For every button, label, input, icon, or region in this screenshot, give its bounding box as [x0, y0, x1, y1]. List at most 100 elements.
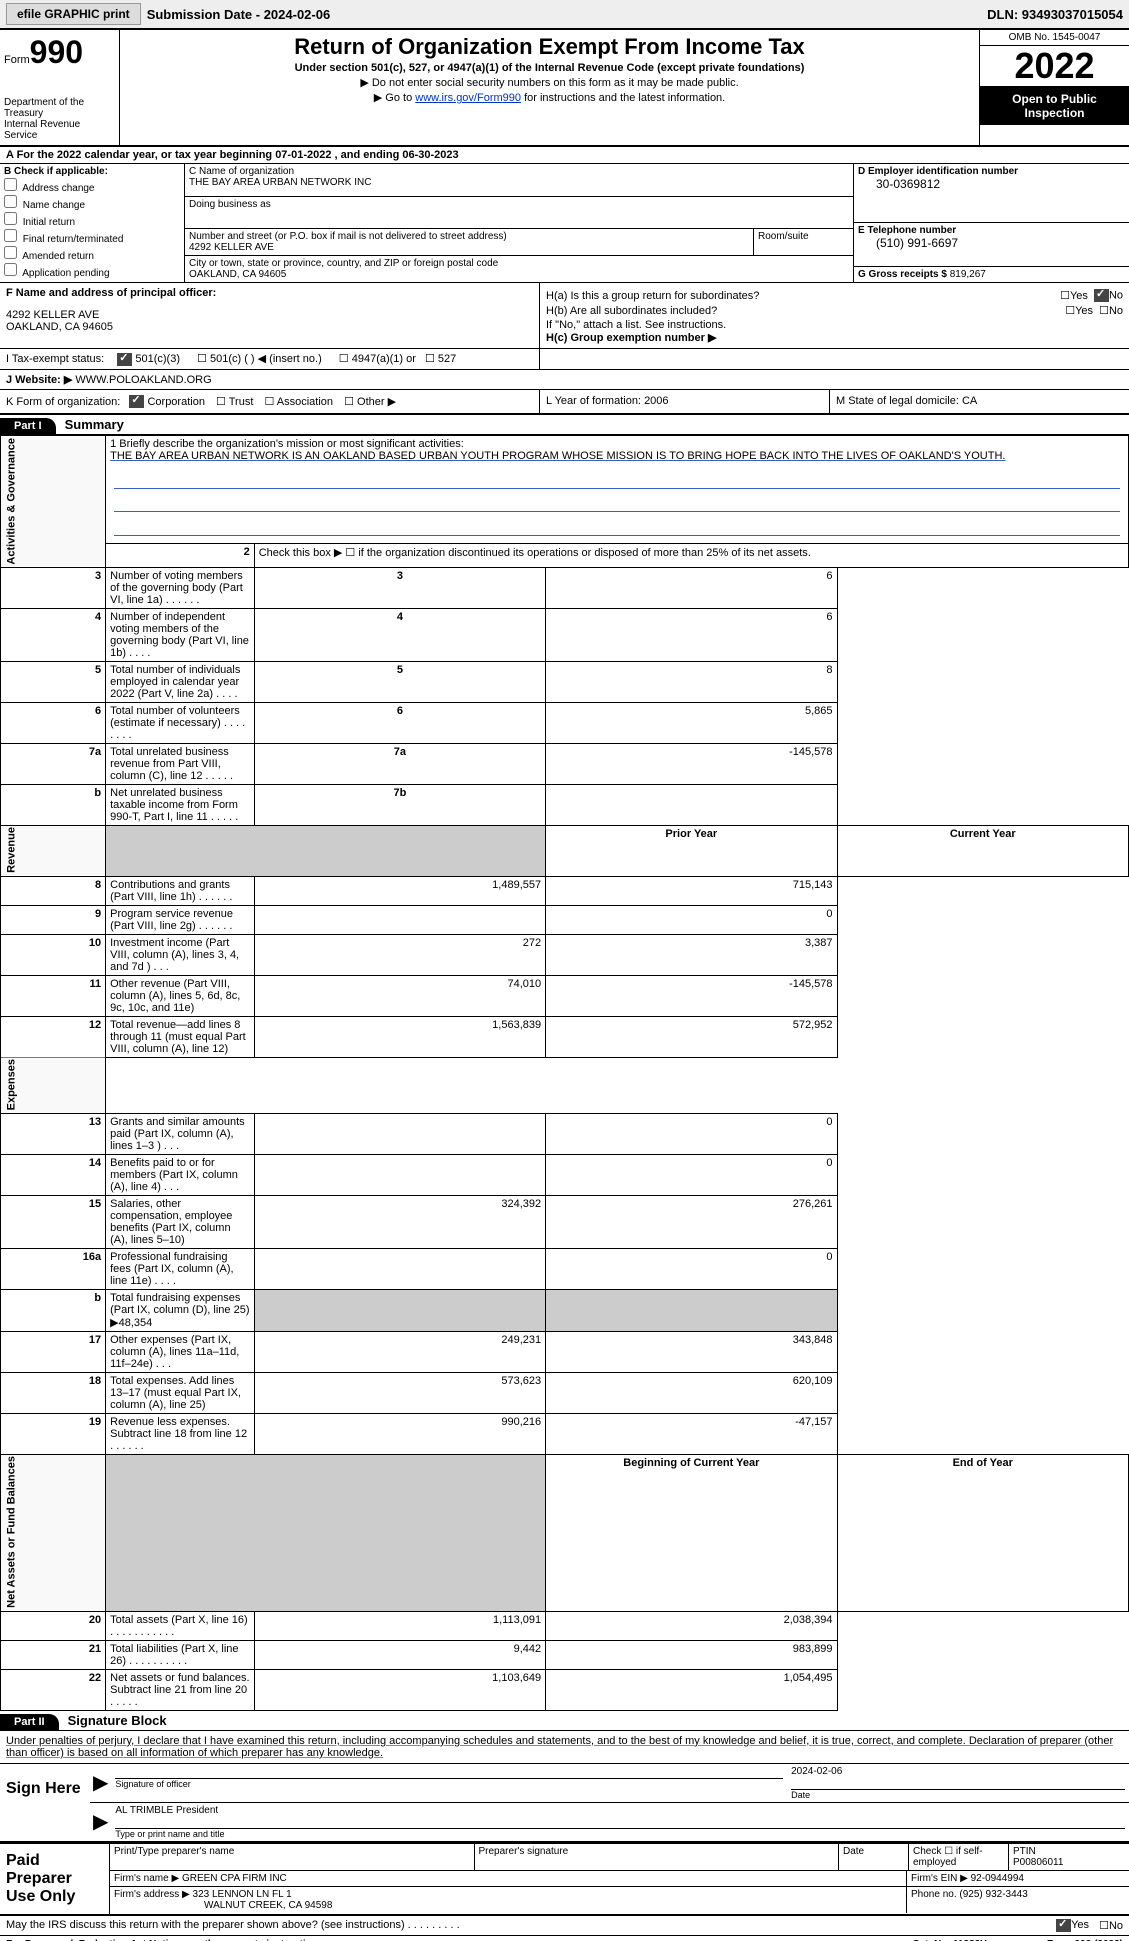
current-value: 1,054,495 — [546, 1669, 837, 1710]
dba-label: Doing business as — [189, 199, 849, 210]
omb-number: OMB No. 1545-0047 — [980, 30, 1129, 46]
firm-addr2: WALNUT CREEK, CA 94598 — [204, 1900, 332, 1911]
dln: DLN: 93493037015054 — [987, 7, 1123, 22]
current-value: 343,848 — [546, 1331, 837, 1372]
form-word: Form — [4, 54, 30, 66]
prior-value — [254, 1113, 545, 1154]
line-num: 14 — [1, 1154, 106, 1195]
line-desc: Contributions and grants (Part VIII, lin… — [106, 876, 255, 905]
j-label: J Website: ▶ — [6, 374, 72, 386]
line-num: 17 — [1, 1331, 106, 1372]
row-f-h: F Name and address of principal officer:… — [0, 283, 1129, 349]
line-box: 4 — [254, 608, 545, 661]
line-desc: Grants and similar amounts paid (Part IX… — [106, 1113, 255, 1154]
vside-rev: Revenue — [1, 825, 106, 876]
boxb-option[interactable]: Application pending — [4, 263, 180, 279]
line-desc: Other expenses (Part IX, column (A), lin… — [106, 1331, 255, 1372]
tax-year: 2022 — [980, 46, 1129, 87]
officer-name: AL TRIMBLE President — [115, 1805, 1125, 1816]
arrow-icon: ▶ — [90, 1803, 111, 1841]
line-desc: Total revenue—add lines 8 through 11 (mu… — [106, 1016, 255, 1057]
line-num: b — [1, 784, 106, 825]
firm-tel-label: Phone no. — [911, 1889, 957, 1900]
hb-label: H(b) Are all subordinates included? — [546, 305, 1059, 317]
firm-name: GREEN CPA FIRM INC — [182, 1873, 287, 1884]
sign-here-label: Sign Here — [0, 1764, 90, 1841]
line-num: 9 — [1, 905, 106, 934]
current-value: 572,952 — [546, 1016, 837, 1057]
boxb-option[interactable]: Initial return — [4, 212, 180, 228]
line-num: 7a — [1, 743, 106, 784]
ha-yes: Yes — [1070, 290, 1088, 302]
line-num: 2 — [106, 544, 255, 567]
may-discuss-text: May the IRS discuss this return with the… — [6, 1919, 1056, 1932]
line-desc: Program service revenue (Part VIII, line… — [106, 905, 255, 934]
mission-line — [114, 475, 1120, 489]
boxb-option[interactable]: Name change — [4, 195, 180, 211]
k-corp: Corporation — [147, 396, 204, 408]
prior-value — [254, 1289, 545, 1331]
form-title: Return of Organization Exempt From Incom… — [124, 34, 975, 60]
room-label: Room/suite — [754, 229, 854, 256]
line-num: 18 — [1, 1372, 106, 1413]
line-num: 12 — [1, 1016, 106, 1057]
k-assoc: Association — [277, 396, 333, 408]
part2-header: Part II — [0, 1714, 59, 1730]
m-value: CA — [962, 395, 977, 407]
line-desc: Number of voting members of the governin… — [106, 567, 255, 608]
boxb-option[interactable]: Amended return — [4, 246, 180, 262]
line-box: 6 — [254, 702, 545, 743]
current-value: -47,157 — [546, 1413, 837, 1454]
line-desc: Total number of individuals employed in … — [106, 661, 255, 702]
boxb-option[interactable]: Final return/terminated — [4, 229, 180, 245]
line-desc: Professional fundraising fees (Part IX, … — [106, 1248, 255, 1289]
irs-link[interactable]: www.irs.gov/Form990 — [415, 92, 521, 104]
line-box: 5 — [254, 661, 545, 702]
prep-sig-label: Preparer's signature — [475, 1844, 840, 1870]
prior-value: 74,010 — [254, 975, 545, 1016]
check-icon — [117, 353, 132, 366]
arrow-icon: ▶ — [90, 1764, 111, 1802]
line-num: 6 — [1, 702, 106, 743]
l-value: 2006 — [644, 395, 668, 407]
note2-post: for instructions and the latest informat… — [521, 92, 725, 104]
firm-addr1: 323 LENNON LN FL 1 — [193, 1889, 292, 1900]
line-num: 19 — [1, 1413, 106, 1454]
i-4947: 4947(a)(1) or — [352, 353, 416, 365]
irs-label: Internal Revenue Service — [4, 119, 115, 141]
mission-text: THE BAY AREA URBAN NETWORK IS AN OAKLAND… — [110, 450, 1124, 462]
k-trust: Trust — [229, 396, 254, 408]
form-number: 990 — [30, 34, 83, 70]
gross-value: 819,267 — [950, 269, 986, 280]
efile-print-button[interactable]: efile GRAPHIC print — [6, 3, 141, 25]
line-num: 4 — [1, 608, 106, 661]
line-value: 6 — [546, 608, 837, 661]
ptin-value: P00806011 — [1013, 1857, 1125, 1868]
ein-value: 30-0369812 — [858, 177, 1125, 191]
sig-date: 2024-02-06 — [791, 1766, 1125, 1777]
form-note2: ▶ Go to www.irs.gov/Form990 for instruct… — [124, 91, 975, 104]
ha-no: No — [1109, 289, 1123, 301]
calendar-year-line: A For the 2022 calendar year, or tax yea… — [0, 147, 1129, 164]
check-icon — [1056, 1919, 1071, 1932]
mission-line — [114, 522, 1120, 536]
c-name-label: C Name of organization — [189, 166, 849, 177]
mission-line — [114, 498, 1120, 512]
may-yes: Yes — [1071, 1919, 1089, 1932]
summary-table: Activities & Governance 1 Briefly descri… — [0, 435, 1129, 1711]
line-value: 6 — [546, 567, 837, 608]
line-value — [546, 784, 837, 825]
check-icon — [129, 395, 144, 408]
pra-notice: For Paperwork Reduction Act Notice, see … — [6, 1939, 326, 1941]
tel-label: E Telephone number — [858, 225, 1125, 236]
prior-value: 9,442 — [254, 1640, 545, 1669]
firm-ein: 92-0944994 — [971, 1873, 1024, 1884]
street-value: 4292 KELLER AVE — [189, 242, 749, 253]
prior-value: 1,113,091 — [254, 1611, 545, 1640]
line-desc: Total number of volunteers (estimate if … — [106, 702, 255, 743]
k-other: Other ▶ — [357, 396, 396, 408]
line-num: 10 — [1, 934, 106, 975]
current-value: -145,578 — [546, 975, 837, 1016]
current-value: 2,038,394 — [546, 1611, 837, 1640]
boxb-option[interactable]: Address change — [4, 178, 180, 194]
